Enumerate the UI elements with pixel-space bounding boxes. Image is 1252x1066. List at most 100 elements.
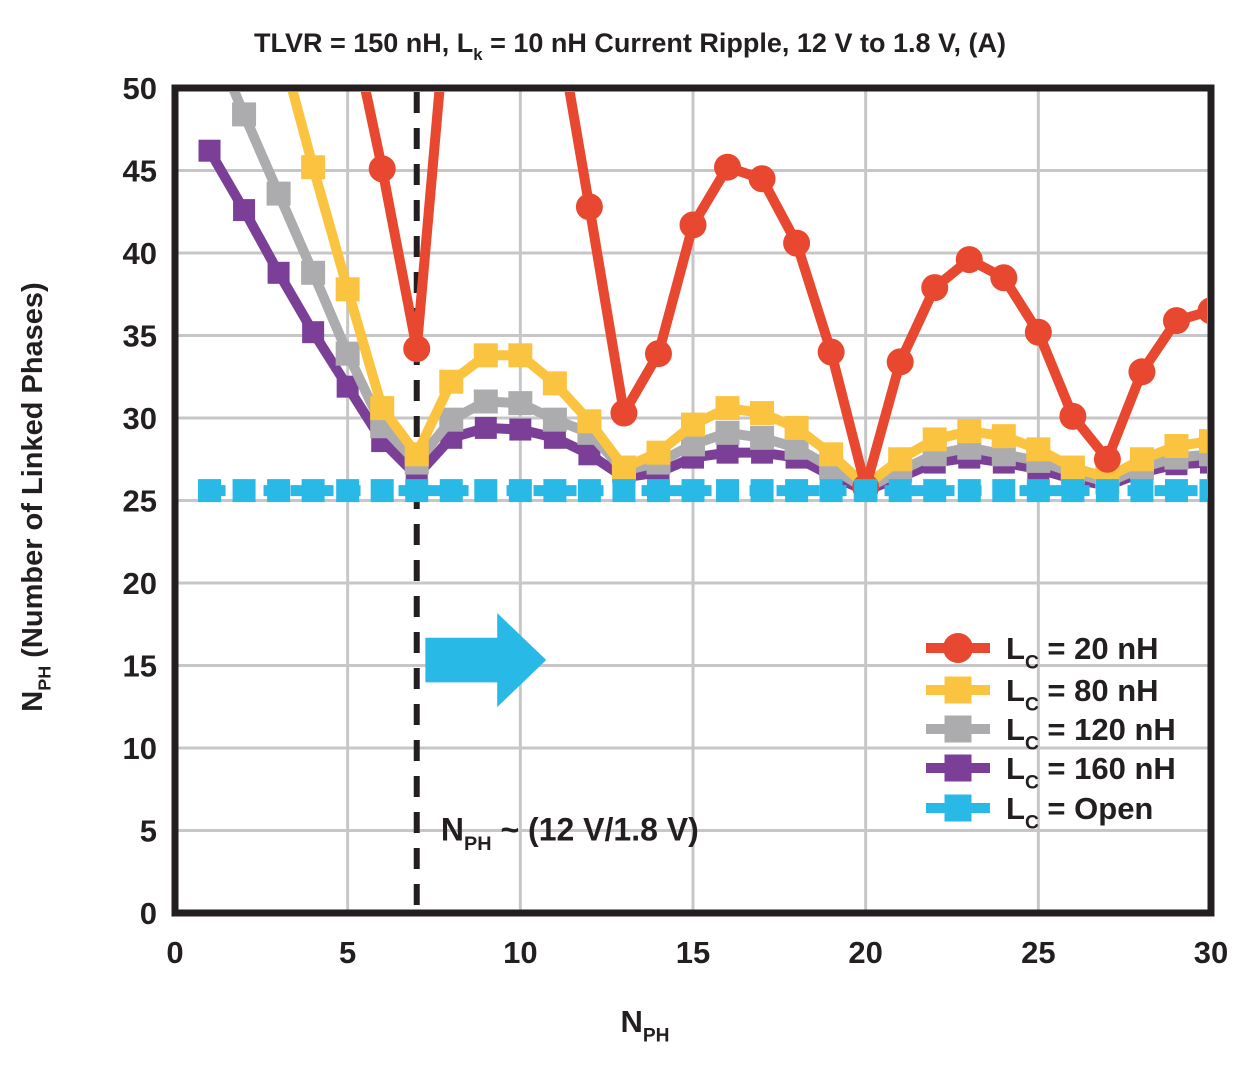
chart-title: TLVR = 150 nH, Lk = 10 nH Current Ripple… <box>254 28 1006 64</box>
x-tick-label: 15 <box>676 935 710 970</box>
data-point-marker <box>819 479 843 503</box>
legend-label: LC = Open <box>1006 791 1153 833</box>
data-point-marker <box>750 401 775 426</box>
data-point-marker <box>403 335 431 363</box>
data-point-marker <box>1128 358 1156 386</box>
data-point-marker <box>508 391 533 416</box>
x-tick-label: 30 <box>1194 935 1228 970</box>
data-point-marker <box>543 479 567 503</box>
data-point-marker <box>681 412 705 437</box>
data-point-marker <box>783 229 811 257</box>
y-tick-label: 20 <box>123 566 157 601</box>
data-point-marker <box>474 416 497 439</box>
data-point-marker <box>233 199 256 222</box>
data-point-marker <box>955 246 983 274</box>
y-tick-label: 35 <box>123 319 157 354</box>
data-point-marker <box>888 479 912 503</box>
data-point-marker <box>474 479 498 503</box>
data-point-marker <box>750 425 775 450</box>
data-point-marker <box>508 479 532 503</box>
data-point-marker <box>198 139 221 162</box>
data-point-marker <box>784 415 809 440</box>
data-point-marker <box>542 371 567 396</box>
data-point-marker <box>1130 479 1154 503</box>
data-point-marker <box>577 409 602 434</box>
data-point-marker <box>267 261 290 284</box>
data-point-marker <box>335 277 360 302</box>
data-point-marker <box>577 479 601 503</box>
legend-marker <box>944 754 972 782</box>
data-point-marker <box>957 479 981 503</box>
y-axis-label: NPH (Number of Linked Phases) <box>17 282 55 711</box>
plot-frame <box>171 84 1215 917</box>
data-point-marker <box>404 442 429 467</box>
data-point-marker <box>1095 479 1119 503</box>
data-point-marker <box>1061 479 1085 503</box>
data-point-marker <box>646 440 671 465</box>
data-point-marker <box>610 399 638 427</box>
x-tick-label: 25 <box>1021 935 1055 970</box>
legend-label: LC = 160 nH <box>1006 751 1176 793</box>
data-point-marker <box>198 479 222 503</box>
data-point-marker <box>750 479 774 503</box>
x-tick-label: 10 <box>503 935 537 970</box>
data-point-marker <box>646 479 670 503</box>
y-tick-label: 40 <box>123 236 157 271</box>
data-point-marker <box>301 260 326 285</box>
series-lc-20-nh <box>360 92 1207 501</box>
data-point-marker <box>992 479 1016 503</box>
data-point-marker <box>508 343 533 368</box>
data-point-marker <box>1026 479 1050 503</box>
data-point-marker <box>368 155 396 183</box>
series-line <box>360 92 1207 493</box>
data-point-marker <box>644 340 672 368</box>
data-point-marker <box>302 321 325 344</box>
legend-label: LC = 80 nH <box>1006 673 1159 715</box>
data-point-marker <box>473 389 498 414</box>
data-point-marker <box>715 420 740 445</box>
data-point-marker <box>681 479 705 503</box>
data-point-marker <box>679 211 707 239</box>
legend-item-lc-160-nh: LC = 160 nH <box>926 751 1176 793</box>
data-point-marker <box>1059 402 1087 430</box>
legend-marker <box>944 794 972 822</box>
data-point-marker <box>748 165 776 193</box>
y-tick-label: 50 <box>123 71 157 106</box>
data-point-marker <box>817 338 845 366</box>
data-point-marker <box>886 348 914 376</box>
legend-item-lc-open: LC = Open <box>926 791 1153 833</box>
y-tick-label: 0 <box>140 896 157 931</box>
data-point-marker <box>336 479 360 503</box>
data-point-marker <box>509 418 532 441</box>
data-point-marker <box>439 369 464 394</box>
data-point-marker <box>1164 434 1189 459</box>
data-point-marker <box>715 396 740 421</box>
data-point-marker <box>888 447 913 472</box>
data-point-marker <box>612 479 636 503</box>
x-tick-label: 5 <box>339 935 356 970</box>
legend-marker <box>943 633 973 663</box>
data-point-marker <box>819 442 844 467</box>
data-point-marker <box>542 407 567 432</box>
nph-ratio-annotation: NPH ~ (12 V/1.8 V) <box>441 811 699 855</box>
y-tick-label: 5 <box>140 814 157 849</box>
data-point-marker <box>714 153 742 181</box>
legend-item-lc-20-nh: LC = 20 nH <box>926 631 1159 673</box>
data-point-marker <box>301 155 326 180</box>
data-point-marker <box>575 193 603 221</box>
legend-item-lc-120-nh: LC = 120 nH <box>926 712 1176 754</box>
data-point-marker <box>232 102 257 127</box>
data-point-marker <box>1024 318 1052 346</box>
series-lc-80-nh <box>287 92 1207 498</box>
y-tick-label: 10 <box>123 731 157 766</box>
data-point-marker <box>1093 445 1121 473</box>
data-point-marker <box>301 479 325 503</box>
y-tick-label: 25 <box>123 484 157 519</box>
data-point-marker <box>335 341 360 366</box>
data-point-marker <box>543 426 566 449</box>
y-tick-label: 15 <box>123 649 157 684</box>
